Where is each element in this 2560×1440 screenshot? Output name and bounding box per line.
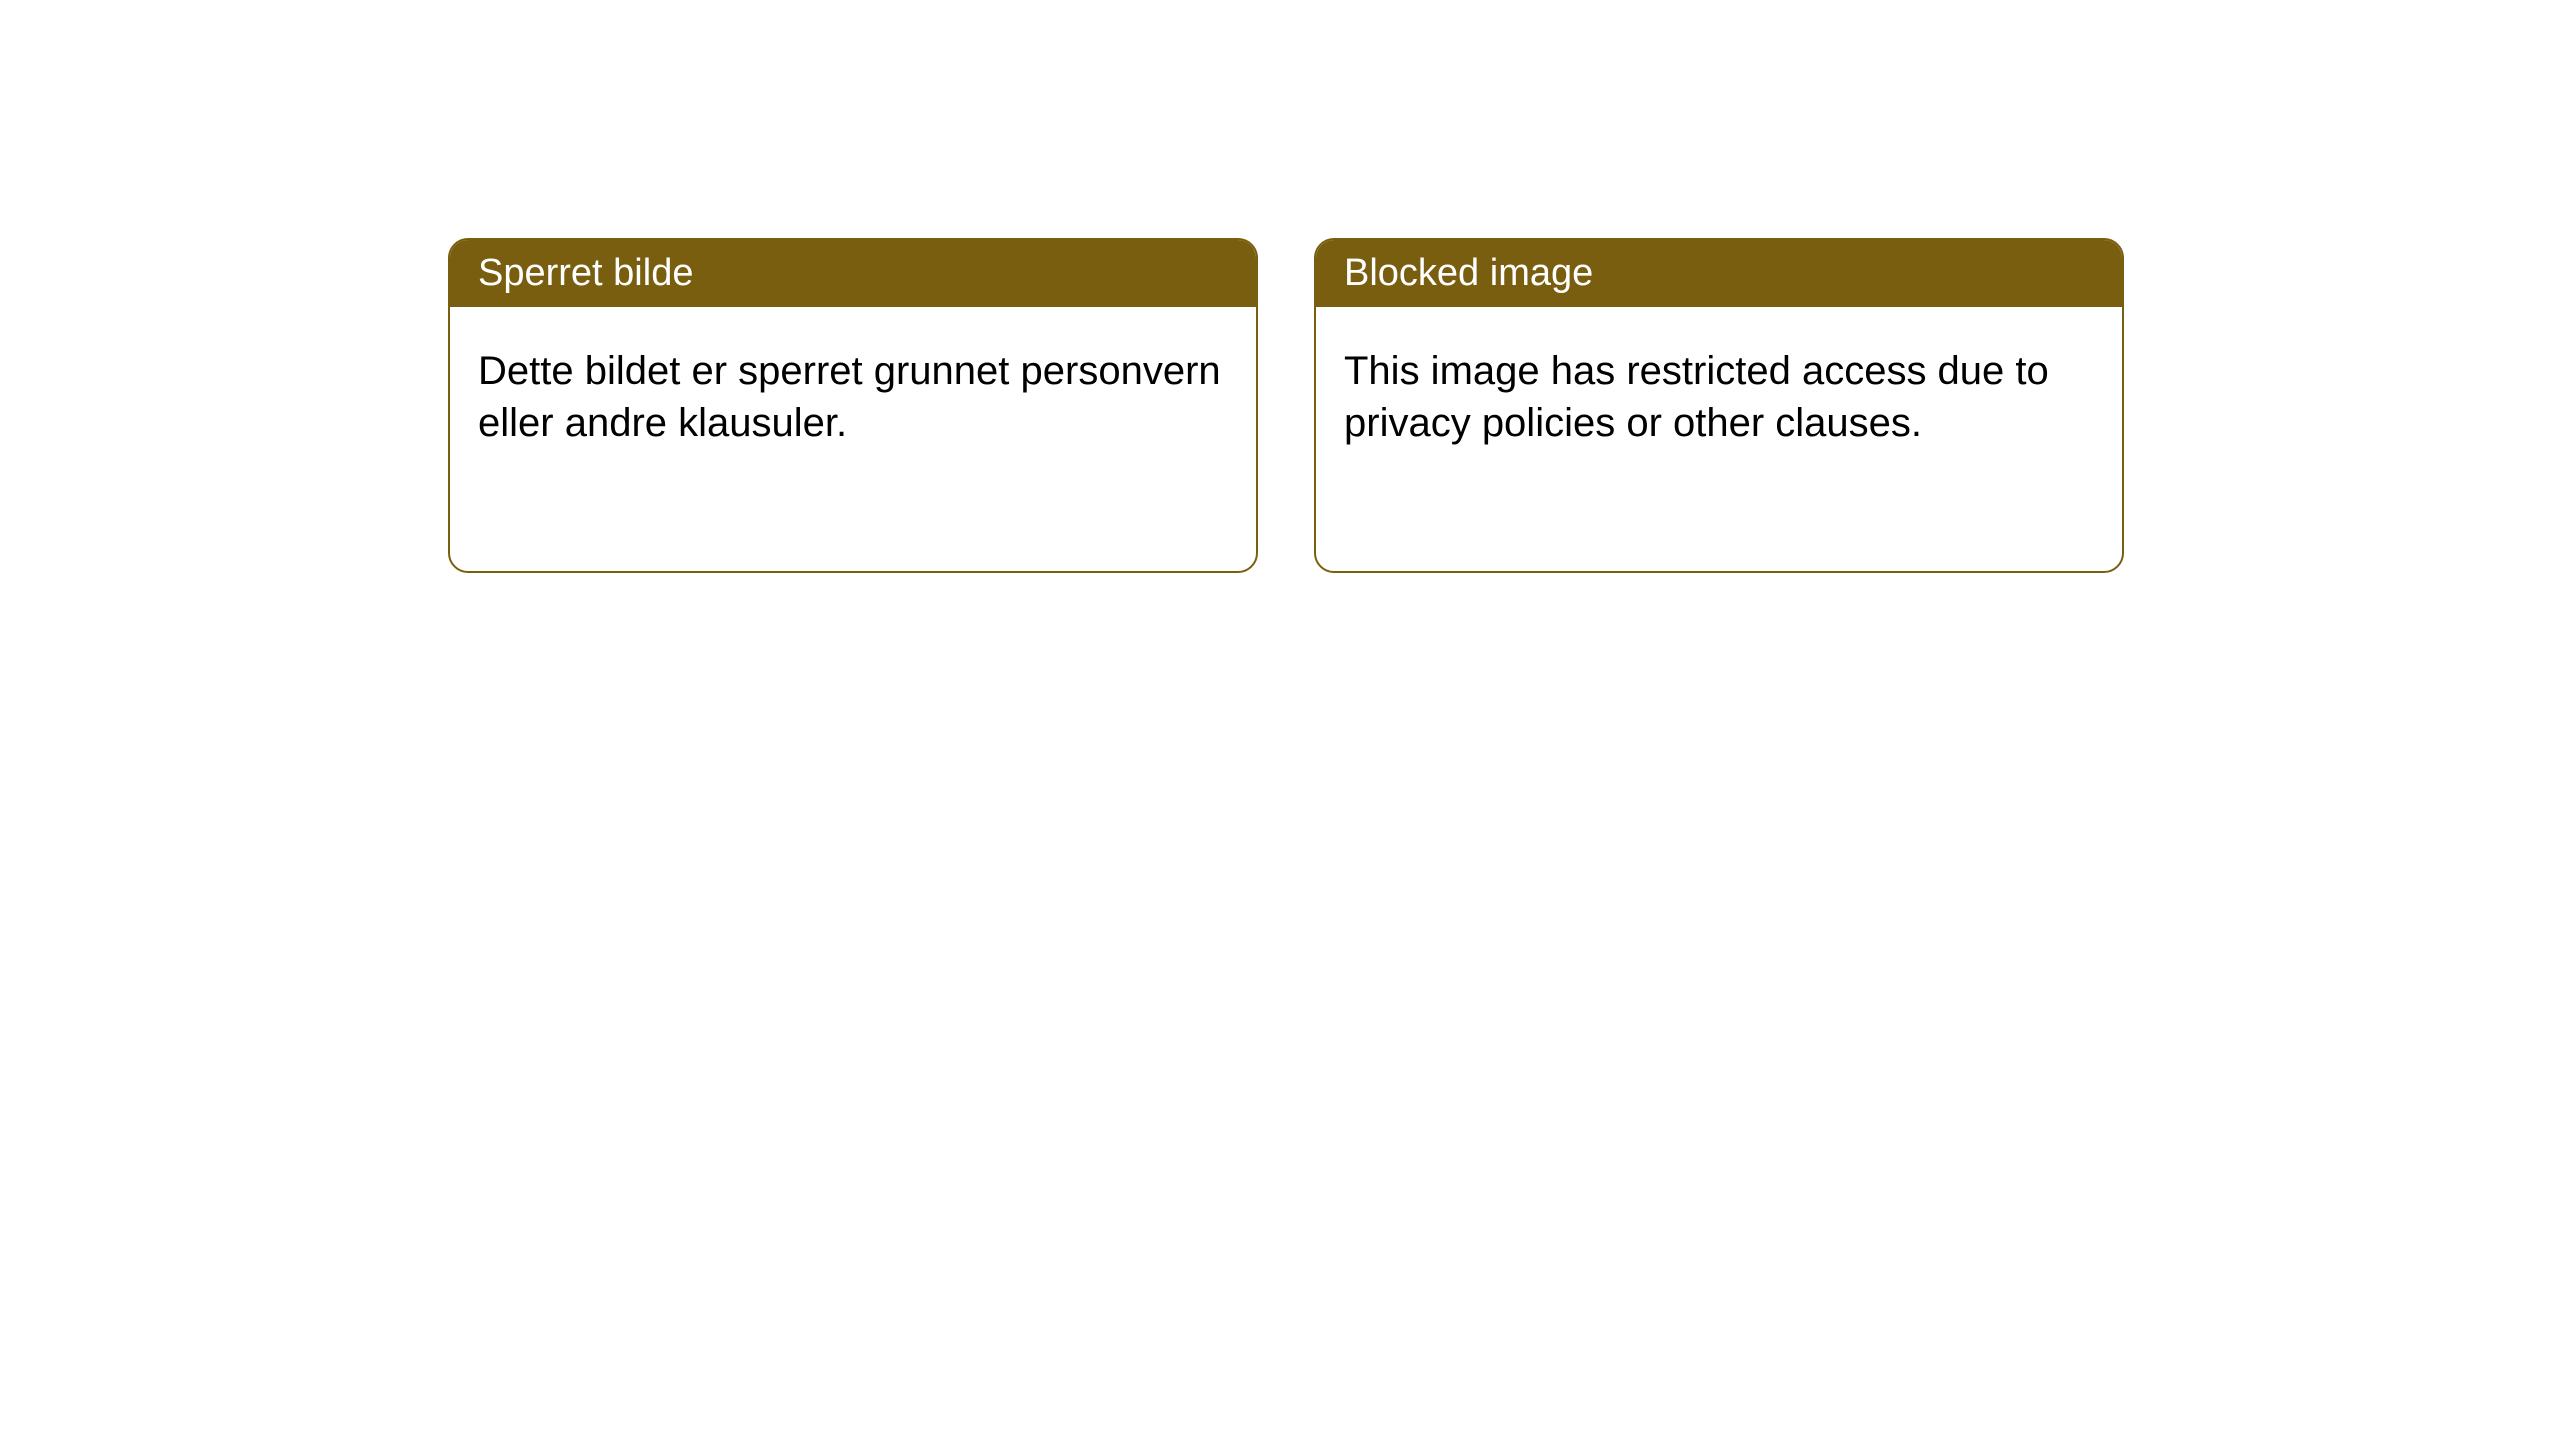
- card-header-en: Blocked image: [1316, 240, 2122, 307]
- card-body-nb: Dette bildet er sperret grunnet personve…: [450, 307, 1256, 487]
- card-header-nb: Sperret bilde: [450, 240, 1256, 307]
- card-body-en: This image has restricted access due to …: [1316, 307, 2122, 487]
- blocked-image-card-en: Blocked image This image has restricted …: [1314, 238, 2124, 573]
- cards-container: Sperret bilde Dette bildet er sperret gr…: [0, 0, 2560, 573]
- blocked-image-card-nb: Sperret bilde Dette bildet er sperret gr…: [448, 238, 1258, 573]
